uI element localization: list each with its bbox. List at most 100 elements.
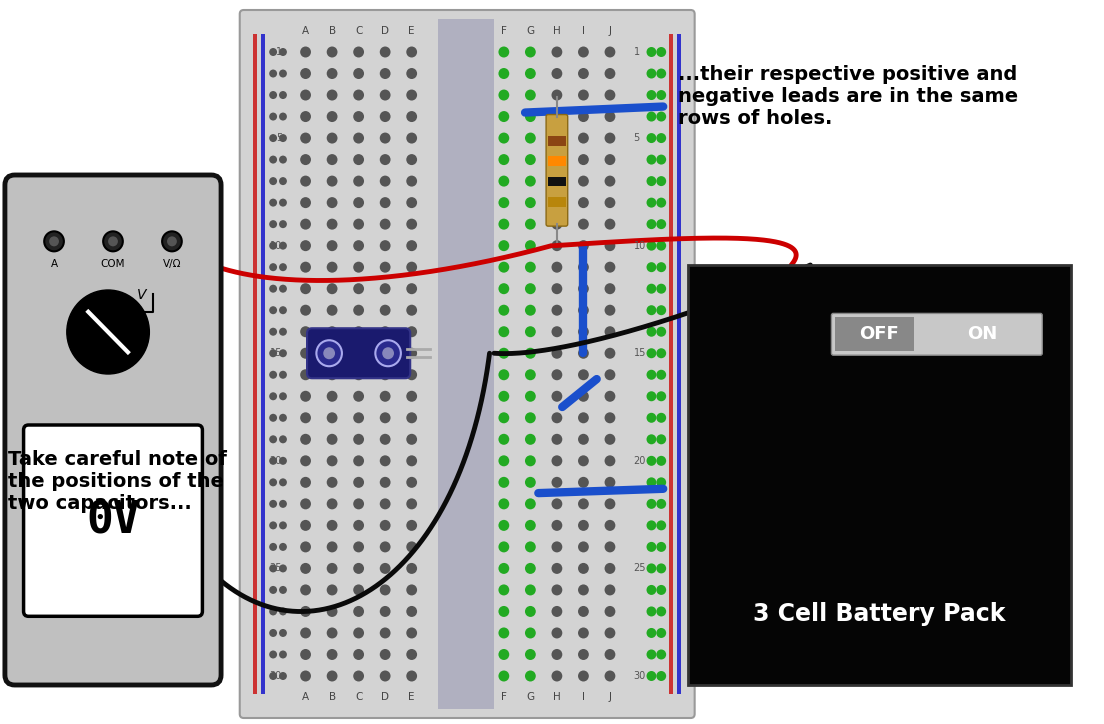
Circle shape — [406, 455, 417, 466]
Circle shape — [327, 542, 338, 552]
Circle shape — [578, 90, 588, 101]
Circle shape — [657, 327, 666, 337]
Text: 5: 5 — [634, 133, 640, 143]
Circle shape — [269, 414, 277, 422]
Bar — [548, 156, 565, 166]
Circle shape — [279, 479, 287, 487]
Circle shape — [279, 586, 287, 594]
Circle shape — [552, 391, 562, 402]
Circle shape — [380, 412, 391, 424]
Circle shape — [647, 434, 657, 445]
Circle shape — [300, 132, 311, 143]
Circle shape — [269, 543, 277, 551]
Text: I: I — [582, 26, 585, 36]
Circle shape — [526, 670, 535, 681]
Circle shape — [647, 240, 657, 251]
Circle shape — [498, 455, 509, 466]
Circle shape — [552, 498, 562, 510]
Circle shape — [103, 232, 123, 251]
Circle shape — [327, 261, 338, 273]
Text: C: C — [355, 692, 362, 702]
Circle shape — [269, 349, 277, 357]
Circle shape — [647, 348, 657, 358]
Circle shape — [498, 261, 509, 273]
Text: G: G — [527, 26, 534, 36]
Text: D: D — [381, 692, 389, 702]
Circle shape — [327, 111, 338, 122]
Circle shape — [498, 305, 509, 316]
Circle shape — [605, 46, 615, 57]
Circle shape — [605, 348, 615, 358]
Circle shape — [269, 70, 277, 77]
Circle shape — [300, 305, 311, 316]
Circle shape — [657, 262, 666, 272]
Circle shape — [406, 434, 417, 445]
Circle shape — [552, 542, 562, 552]
Circle shape — [578, 305, 588, 316]
Circle shape — [552, 584, 562, 595]
Text: E: E — [408, 692, 415, 702]
Circle shape — [353, 132, 364, 143]
Circle shape — [406, 369, 417, 380]
Circle shape — [647, 284, 657, 294]
Circle shape — [300, 434, 311, 445]
Bar — [438, 19, 493, 709]
Circle shape — [406, 348, 417, 358]
Circle shape — [526, 498, 535, 510]
Circle shape — [552, 670, 562, 681]
Circle shape — [300, 520, 311, 531]
Circle shape — [300, 90, 311, 101]
Circle shape — [605, 261, 615, 273]
Circle shape — [279, 543, 287, 551]
Circle shape — [300, 240, 311, 251]
Circle shape — [657, 284, 666, 294]
Circle shape — [327, 391, 338, 402]
Circle shape — [279, 371, 287, 379]
Circle shape — [300, 176, 311, 187]
Circle shape — [526, 348, 535, 358]
Circle shape — [657, 542, 666, 552]
Circle shape — [578, 132, 588, 143]
Text: 20: 20 — [634, 456, 646, 466]
Circle shape — [353, 498, 364, 510]
Circle shape — [327, 327, 338, 337]
Text: H: H — [553, 692, 561, 702]
Circle shape — [353, 90, 364, 101]
Circle shape — [269, 328, 277, 336]
Circle shape — [380, 649, 391, 660]
Text: 25: 25 — [269, 563, 282, 573]
Circle shape — [526, 477, 535, 488]
Circle shape — [526, 563, 535, 574]
Circle shape — [526, 46, 535, 57]
Circle shape — [300, 348, 311, 358]
Circle shape — [647, 176, 657, 186]
Circle shape — [578, 111, 588, 122]
Circle shape — [605, 369, 615, 380]
Circle shape — [578, 628, 588, 639]
Circle shape — [327, 412, 338, 424]
Circle shape — [300, 628, 311, 639]
Circle shape — [279, 198, 287, 206]
Circle shape — [526, 283, 535, 294]
Circle shape — [578, 498, 588, 510]
Circle shape — [380, 68, 391, 79]
Circle shape — [552, 649, 562, 660]
Circle shape — [657, 240, 666, 251]
Circle shape — [380, 498, 391, 510]
Circle shape — [353, 111, 364, 122]
Circle shape — [327, 455, 338, 466]
Circle shape — [406, 391, 417, 402]
Text: F: F — [501, 692, 507, 702]
Circle shape — [406, 283, 417, 294]
Circle shape — [605, 498, 615, 510]
Circle shape — [108, 236, 118, 246]
Circle shape — [269, 198, 277, 206]
Circle shape — [269, 586, 277, 594]
Text: ON: ON — [967, 325, 998, 343]
Circle shape — [552, 628, 562, 639]
Circle shape — [406, 197, 417, 208]
Circle shape — [552, 369, 562, 380]
Circle shape — [300, 498, 311, 510]
Circle shape — [406, 412, 417, 424]
Circle shape — [578, 477, 588, 488]
